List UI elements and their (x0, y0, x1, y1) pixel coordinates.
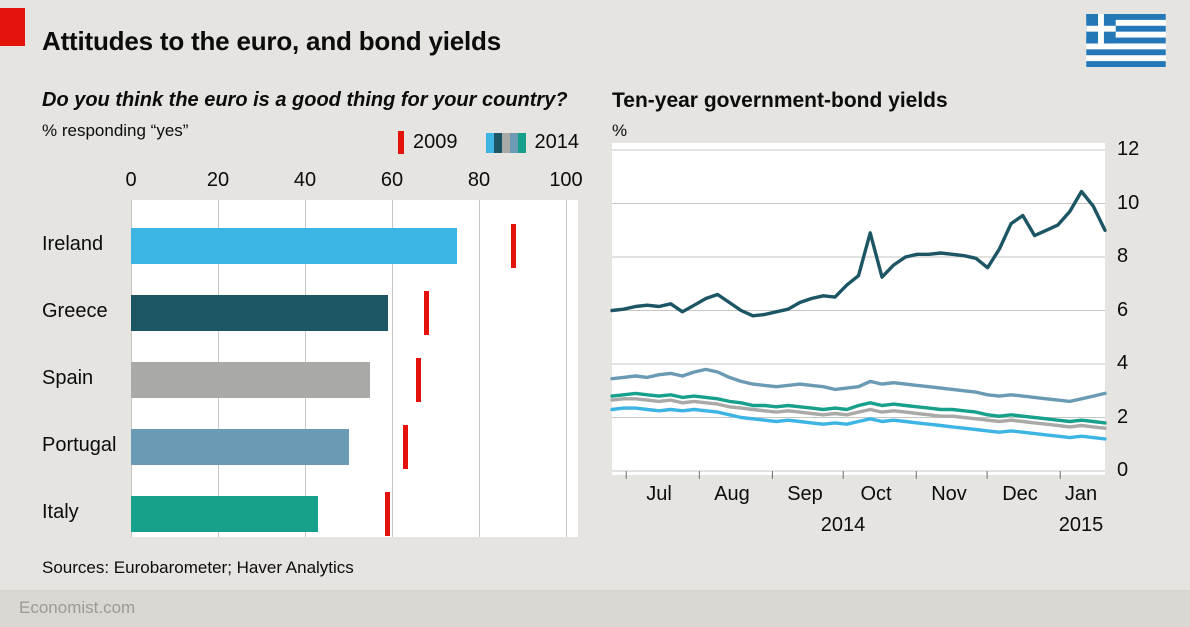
bar-2014-ireland (131, 228, 458, 264)
y-axis-tick-label: 0 (1117, 459, 1129, 481)
yield-line-ireland (610, 406, 1107, 441)
month-label-nov: Nov (931, 483, 967, 505)
bar-chart-subtitle: % responding “yes” (42, 121, 189, 140)
sources-note: Sources: Eurobarometer; Haver Analytics (42, 558, 354, 577)
bar-2014-spain (131, 362, 371, 398)
category-label-ireland: Ireland (42, 233, 104, 255)
bar-chart-title: Do you think the euro is a good thing fo… (42, 89, 568, 111)
yield-line-spain (610, 397, 1107, 430)
category-label-greece: Greece (42, 300, 108, 322)
gridline-x-80 (479, 200, 480, 537)
x-axis-tick-label: 100 (549, 169, 583, 191)
legend-2009-label: 2009 (413, 131, 458, 153)
brand-url: Economist.com (19, 598, 136, 617)
yield-line-italy (610, 391, 1107, 425)
bar-2014-italy (131, 496, 318, 532)
x-axis-tick-label: 80 (467, 169, 491, 191)
year-label-2015: 2015 (1058, 514, 1104, 536)
bar-2014-greece (131, 295, 388, 331)
greece-flag-svg (1086, 14, 1166, 67)
brand-red-block (0, 8, 25, 46)
month-label-jan: Jan (1064, 483, 1098, 505)
legend-swatch-ireland (485, 132, 494, 153)
category-label-spain: Spain (42, 367, 94, 389)
category-label-italy: Italy (42, 501, 79, 523)
month-label-aug: Aug (714, 483, 750, 505)
month-label-sep: Sep (787, 483, 823, 505)
month-label-dec: Dec (1002, 483, 1038, 505)
tick-2009-spain (415, 358, 421, 402)
x-axis-tick-label: 20 (206, 169, 230, 191)
greece-flag-icon (1086, 14, 1166, 67)
y-axis-tick-label: 6 (1117, 299, 1129, 321)
year-label-2014: 2014 (820, 514, 866, 536)
tick-2009-ireland (511, 224, 517, 268)
legend-swatch-spain (501, 132, 510, 153)
yield-line-portugal (610, 367, 1107, 404)
x-axis-tick-label: 0 (125, 169, 137, 191)
line-plot-area (610, 143, 1107, 479)
legend-swatch-portugal (509, 132, 518, 153)
month-label-jul: Jul (646, 483, 672, 505)
gridline-x-100 (566, 200, 567, 537)
legend-2009-marker (398, 131, 404, 154)
yield-line-greece (610, 189, 1107, 318)
y-axis-tick-label: 8 (1117, 245, 1129, 267)
footer-band: Economist.com (0, 590, 1190, 627)
y-axis-tick-label: 10 (1117, 192, 1140, 214)
line-chart-svg (610, 149, 1107, 479)
y-axis-tick-label: 4 (1117, 352, 1129, 374)
category-label-portugal: Portugal (42, 434, 117, 456)
page-title: Attitudes to the euro, and bond yields (42, 26, 501, 56)
y-axis-tick-label: 12 (1117, 138, 1140, 160)
legend-swatch-greece (493, 132, 502, 153)
legend-2014-swatch (485, 132, 526, 153)
legend-2014-label: 2014 (534, 131, 580, 153)
tick-2009-portugal (402, 425, 408, 469)
tick-2009-italy (385, 492, 391, 536)
line-chart-unit: % (612, 121, 628, 140)
x-axis-tick-label: 40 (293, 169, 317, 191)
gridline-x-60 (392, 200, 393, 537)
legend: 2009 2014 (398, 131, 579, 154)
y-axis-tick-label: 2 (1117, 406, 1129, 428)
bar-2014-portugal (131, 429, 349, 465)
bar-plot-area (131, 200, 578, 537)
line-chart-title: Ten-year government-bond yields (612, 89, 948, 112)
legend-swatch-italy (517, 132, 526, 153)
x-axis-tick-label: 60 (380, 169, 404, 191)
month-label-oct: Oct (860, 483, 892, 505)
tick-2009-greece (424, 291, 430, 335)
